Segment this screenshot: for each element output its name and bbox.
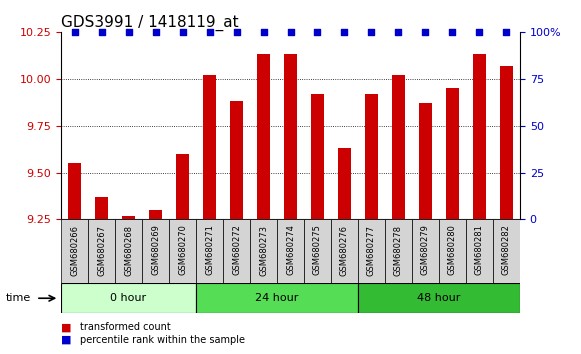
Bar (412, 219, 439, 283)
Text: 48 hour: 48 hour (417, 293, 461, 303)
Bar (284, 55, 297, 219)
Bar (122, 216, 135, 219)
Bar (196, 219, 223, 283)
Text: ■: ■ (61, 322, 71, 332)
Text: GSM680275: GSM680275 (313, 224, 322, 275)
Text: GSM680276: GSM680276 (340, 224, 349, 275)
Bar (358, 283, 520, 313)
Bar (88, 219, 115, 283)
Point (124, 29, 133, 35)
Bar (149, 210, 162, 219)
Bar (439, 219, 466, 283)
Point (178, 29, 187, 35)
Point (502, 29, 511, 35)
Text: GSM680269: GSM680269 (151, 224, 160, 275)
Bar (203, 75, 216, 219)
Text: GSM680278: GSM680278 (394, 224, 403, 275)
Point (97, 29, 106, 35)
Point (205, 29, 214, 35)
Bar (500, 65, 513, 219)
Text: GSM680279: GSM680279 (421, 224, 430, 275)
Text: GSM680282: GSM680282 (502, 224, 511, 275)
Point (313, 29, 322, 35)
Point (367, 29, 376, 35)
Bar (142, 219, 169, 283)
Point (286, 29, 295, 35)
Text: transformed count: transformed count (80, 322, 170, 332)
Bar (68, 163, 81, 219)
Bar (392, 75, 406, 219)
Point (340, 29, 349, 35)
Text: 24 hour: 24 hour (255, 293, 299, 303)
Point (70, 29, 79, 35)
Text: GSM680271: GSM680271 (205, 224, 214, 275)
Text: GSM680270: GSM680270 (178, 224, 187, 275)
Text: GSM680273: GSM680273 (259, 224, 268, 275)
Point (232, 29, 241, 35)
Bar (473, 55, 486, 219)
Bar (115, 219, 142, 283)
Bar (169, 219, 196, 283)
Text: GSM680267: GSM680267 (97, 224, 106, 275)
Bar (229, 101, 243, 219)
Point (475, 29, 484, 35)
Bar (358, 219, 385, 283)
Bar (250, 219, 277, 283)
Point (421, 29, 430, 35)
Bar (466, 219, 493, 283)
Point (151, 29, 160, 35)
Bar (304, 219, 331, 283)
Text: GSM680274: GSM680274 (286, 224, 295, 275)
Bar (338, 148, 352, 219)
Point (448, 29, 457, 35)
Bar (331, 219, 358, 283)
Text: time: time (6, 293, 31, 303)
Bar (61, 219, 88, 283)
Text: GSM680281: GSM680281 (475, 224, 484, 275)
Text: 0 hour: 0 hour (110, 293, 146, 303)
Text: percentile rank within the sample: percentile rank within the sample (80, 335, 245, 345)
Bar (446, 88, 459, 219)
Bar (419, 103, 432, 219)
Text: GSM680268: GSM680268 (124, 224, 133, 275)
Text: GSM680280: GSM680280 (448, 224, 457, 275)
Bar (175, 154, 189, 219)
Point (259, 29, 268, 35)
Bar (95, 197, 108, 219)
Bar (493, 219, 520, 283)
Text: GDS3991 / 1418119_at: GDS3991 / 1418119_at (61, 14, 239, 30)
Bar (61, 283, 196, 313)
Text: GSM680266: GSM680266 (70, 224, 79, 275)
Bar (385, 219, 412, 283)
Bar (257, 55, 270, 219)
Bar (196, 283, 358, 313)
Text: GSM680277: GSM680277 (367, 224, 376, 275)
Bar (277, 219, 304, 283)
Text: ■: ■ (61, 335, 71, 345)
Bar (311, 94, 324, 219)
Point (394, 29, 403, 35)
Bar (223, 219, 250, 283)
Text: GSM680272: GSM680272 (232, 224, 241, 275)
Bar (365, 94, 378, 219)
